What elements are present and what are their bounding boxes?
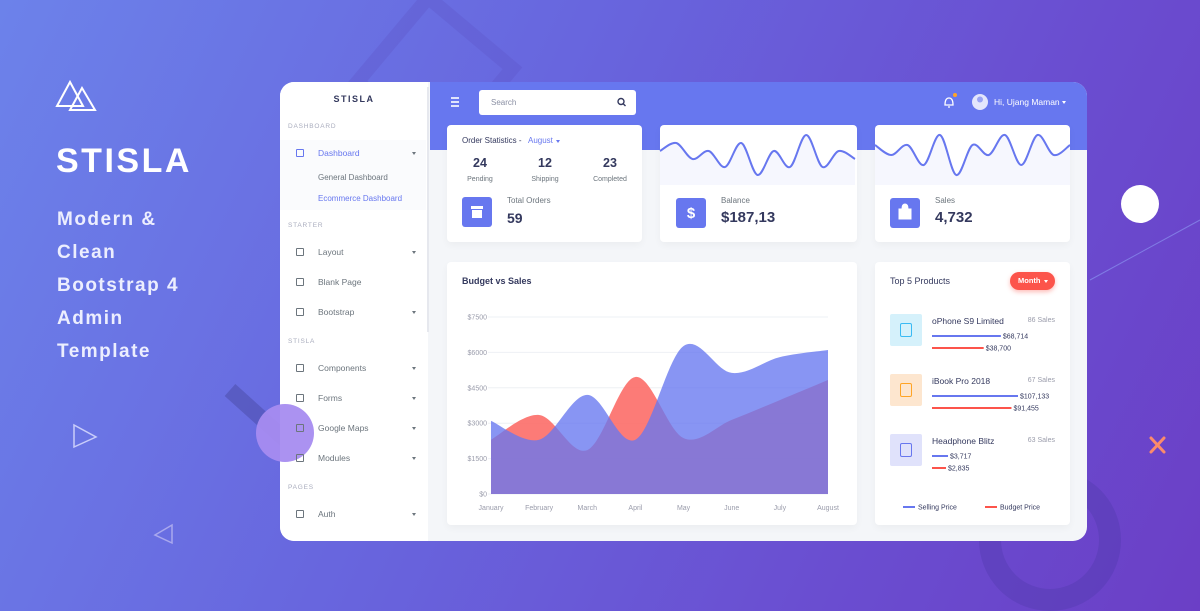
menu-item[interactable]: Bootstrap	[318, 307, 355, 317]
caret	[412, 457, 416, 460]
user-name[interactable]: Hi, Ujang Maman	[994, 97, 1060, 107]
menu-item[interactable]: Auth	[318, 509, 336, 519]
product-icon	[900, 443, 912, 457]
decor-triangle	[153, 523, 173, 545]
menu-icon	[296, 308, 304, 316]
product-icon	[900, 323, 912, 337]
sales-label: Sales	[935, 196, 956, 205]
menu-item[interactable]: Modules	[318, 453, 351, 463]
submenu-item[interactable]: Ecommerce Dashboard	[318, 194, 403, 203]
search-box[interactable]	[479, 90, 636, 115]
menu-icon	[296, 278, 304, 286]
caret	[412, 367, 416, 370]
product-name: iBook Pro 2018	[932, 376, 991, 386]
menu-item[interactable]: Dashboard	[318, 148, 360, 158]
menu-icon	[296, 149, 304, 157]
menu-icon	[296, 364, 304, 372]
menu-icon	[296, 424, 304, 432]
total-label: Total Orders	[507, 196, 551, 205]
sidebar-brand: STISLA	[333, 94, 375, 104]
sales-value: 4,732	[935, 209, 973, 226]
product-sales: 86 Sales	[1027, 317, 1055, 324]
caret	[1062, 101, 1066, 104]
decor-line	[1089, 219, 1200, 281]
product-icon-box	[890, 374, 922, 406]
submenu-item[interactable]: General Dashboard	[318, 173, 388, 182]
balance-value: $187,13	[721, 209, 776, 226]
stat-label: Pending	[467, 176, 493, 183]
logo	[55, 79, 97, 111]
total-value: 59	[507, 210, 523, 226]
hero-tagline: Template	[57, 341, 152, 362]
product-icon-box	[890, 314, 922, 346]
menu-icon	[296, 454, 304, 462]
product-name: Headphone Blitz	[932, 436, 995, 446]
order-title: Order Statistics -	[462, 136, 522, 145]
menu-header: STARTER	[288, 222, 324, 229]
product-name: oPhone S9 Limited	[932, 316, 1004, 326]
hero-tagline: Modern &	[57, 209, 157, 230]
caret	[412, 513, 416, 516]
menu-item[interactable]: Blank Page	[318, 277, 362, 287]
active-item-bg	[280, 140, 426, 210]
product-sales: 63 Sales	[1027, 437, 1055, 444]
caret	[412, 397, 416, 400]
order-month[interactable]: August	[528, 136, 553, 145]
product-icon	[900, 383, 912, 397]
hero-tagline: Admin	[57, 308, 124, 329]
product-sales: 67 Sales	[1027, 377, 1055, 384]
menu-item[interactable]: Components	[318, 363, 367, 373]
stat-value: 24	[473, 156, 487, 170]
chart-title: Budget vs Sales	[462, 276, 532, 286]
decor-triangle	[73, 423, 98, 449]
products-title: Top 5 Products	[890, 276, 951, 286]
caret	[412, 427, 416, 430]
month-button-label[interactable]: Month	[1018, 276, 1041, 285]
menu-header: DASHBOARD	[288, 123, 337, 130]
month-button[interactable]	[1010, 272, 1055, 290]
caret	[1044, 280, 1048, 283]
stat-value: 23	[603, 156, 617, 170]
stat-value: 12	[538, 156, 552, 170]
menu-item[interactable]: Forms	[318, 393, 343, 403]
decor-x	[1149, 436, 1166, 454]
stat-label: Completed	[593, 176, 627, 183]
caret	[412, 152, 416, 155]
menu-item[interactable]: Layout	[318, 247, 344, 257]
menu-icon	[296, 394, 304, 402]
hero-tagline: Clean	[57, 242, 117, 263]
menu-icon	[296, 510, 304, 518]
menu-header: STISLA	[288, 338, 316, 345]
menu-item[interactable]: Google Maps	[318, 423, 369, 433]
decor-circle	[1121, 185, 1159, 223]
hero-tagline: Bootstrap 4	[57, 275, 180, 296]
menu-header: PAGES	[288, 484, 314, 491]
product-icon-box	[890, 434, 922, 466]
menu-icon	[296, 248, 304, 256]
scrollbar	[427, 87, 429, 332]
search-placeholder[interactable]: Search	[491, 98, 517, 107]
caret	[412, 311, 416, 314]
hero-title: STISLA	[56, 142, 192, 180]
balance-label: Balance	[721, 196, 750, 205]
chart-card	[447, 262, 857, 525]
caret	[412, 251, 416, 254]
caret	[556, 140, 560, 143]
stat-label: Shipping	[531, 176, 559, 183]
